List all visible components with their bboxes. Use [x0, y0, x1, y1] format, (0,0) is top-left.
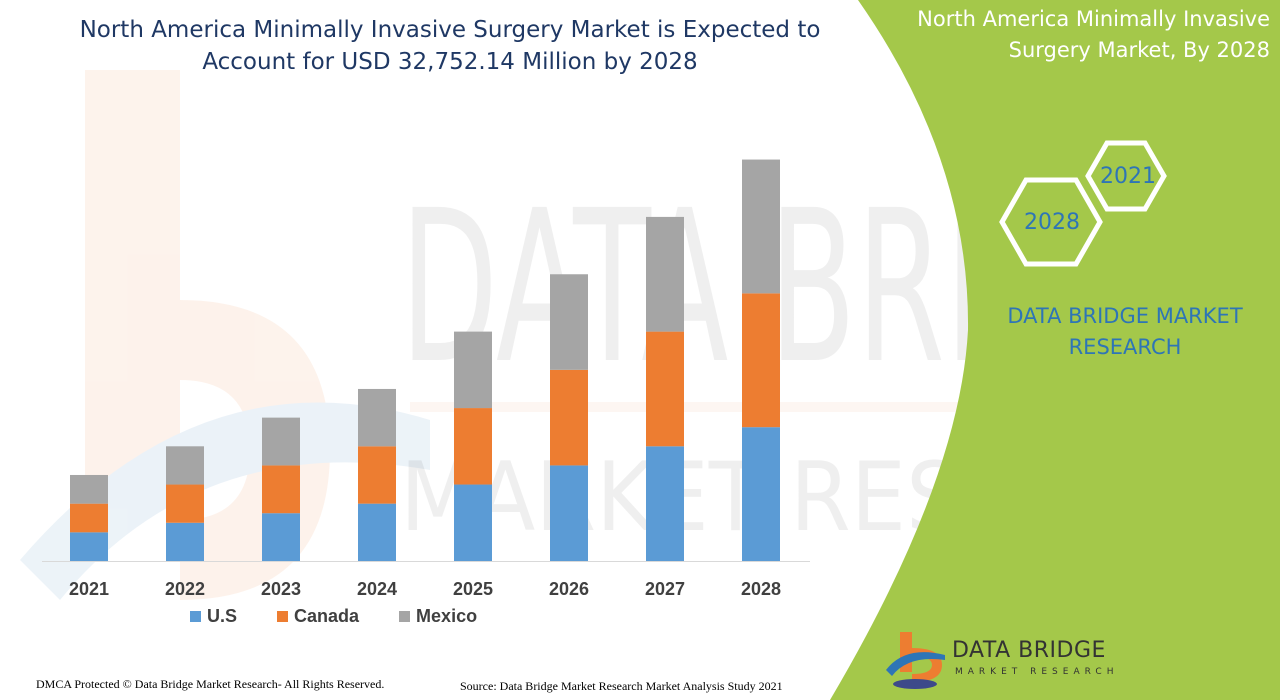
legend-item: Mexico: [399, 606, 477, 627]
footer-copyright: DMCA Protected © Data Bridge Market Rese…: [36, 677, 385, 691]
bar-us-2025: [454, 484, 492, 561]
bar-mexico-2022: [166, 446, 204, 485]
bar-canada-2026: [550, 369, 588, 466]
x-tick-label: 2022: [165, 579, 205, 599]
bar-mexico-2023: [262, 417, 300, 466]
logo-name: DATA BRIDGE: [952, 638, 1106, 663]
bar-us-2026: [550, 465, 588, 561]
bar-canada-2022: [166, 484, 204, 523]
legend-label: U.S: [207, 606, 238, 626]
x-tick-label: 2027: [645, 579, 685, 599]
x-tick-label: 2023: [261, 579, 301, 599]
legend-item: U.S: [190, 606, 237, 627]
hex-year-2021-label: 2021: [1100, 164, 1156, 189]
legend-label: Mexico: [416, 606, 478, 626]
bar-canada-2021: [70, 503, 108, 533]
bar-mexico-2025: [454, 331, 492, 409]
bar-mexico-2027: [646, 216, 684, 332]
bar-us-2022: [166, 522, 204, 561]
bar-mexico-2026: [550, 274, 588, 370]
legend-swatch: [277, 611, 289, 622]
logo-mark: [886, 632, 945, 689]
bar-canada-2028: [742, 293, 780, 428]
footer-source: Source: Data Bridge Market Research Mark…: [460, 679, 783, 693]
x-tick-label: 2028: [741, 579, 781, 599]
bar-mexico-2028: [742, 159, 780, 294]
legend-item: Canada: [277, 606, 359, 627]
bar-us-2024: [358, 503, 396, 561]
brand-text: DATA BRIDGE MARKET RESEARCH: [1007, 304, 1243, 359]
x-tick-label: 2026: [549, 579, 589, 599]
bar-us-2021: [70, 532, 108, 561]
logo-subtitle: MARKET RESEARCH: [955, 667, 1119, 677]
side-panel-title: North America Minimally Invasive Surgery…: [917, 7, 1270, 62]
bar-canada-2025: [454, 408, 492, 485]
legend-swatch: [190, 611, 201, 622]
legend-swatch: [399, 611, 411, 622]
bar-us-2023: [262, 513, 300, 561]
bar-mexico-2024: [358, 388, 396, 447]
x-tick-label: 2021: [69, 579, 109, 599]
x-tick-label: 2024: [357, 579, 397, 599]
chart-title: North America Minimally Invasive Surgery…: [79, 17, 821, 75]
bar-us-2028: [742, 427, 780, 561]
bar-us-2027: [646, 446, 684, 561]
bar-canada-2024: [358, 446, 396, 504]
bar-mexico-2021: [70, 474, 108, 504]
stacked-bar-chart: 2021 2022 2023 2024 2025 2026 2027 2028: [42, 159, 810, 599]
x-tick-label: 2025: [453, 579, 493, 599]
legend-label: Canada: [294, 606, 360, 626]
bar-canada-2023: [262, 465, 300, 514]
chart-legend: U.S Canada Mexico: [190, 606, 477, 627]
bar-canada-2027: [646, 331, 684, 447]
hex-year-2028-label: 2028: [1024, 210, 1080, 235]
